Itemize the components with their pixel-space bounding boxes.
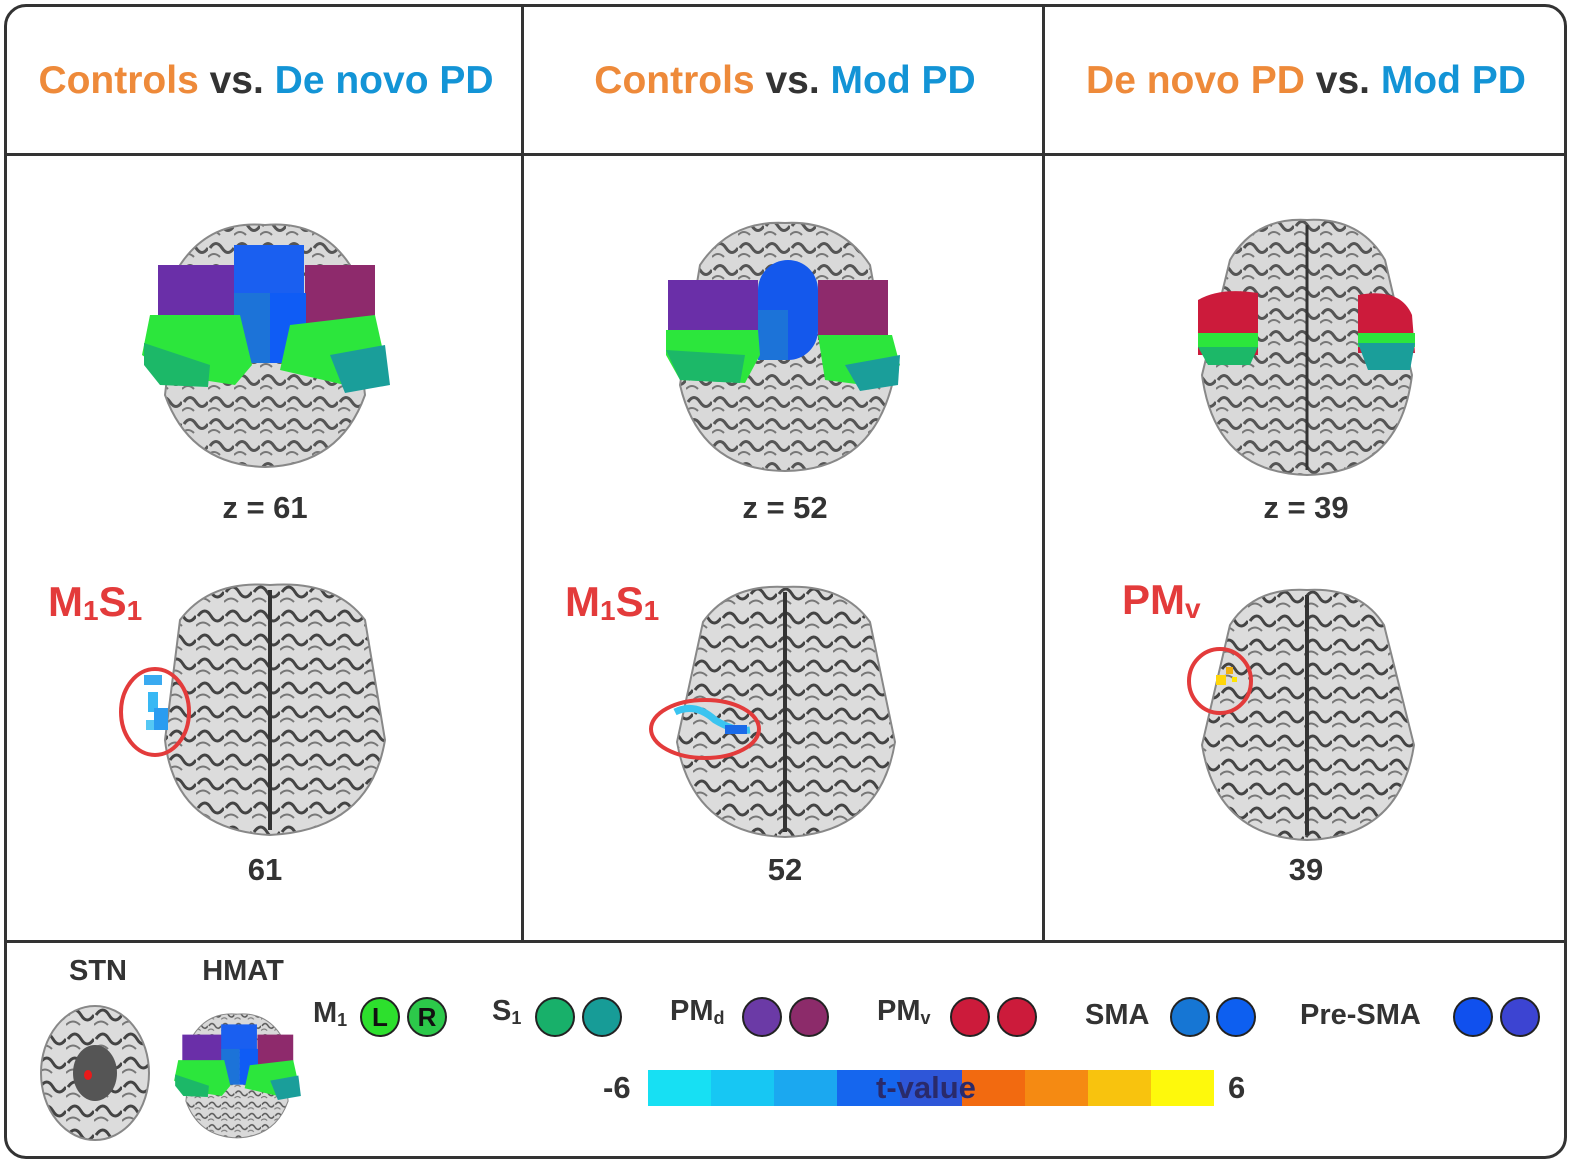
- legend-swatch-s1-right: [582, 997, 622, 1037]
- legend-swatch-presma-left: [1453, 997, 1493, 1037]
- slice-label-top-2: z = 52: [742, 490, 828, 525]
- figure-frame: [4, 4, 1567, 1159]
- legend-label-m1: M1: [313, 997, 348, 1030]
- panel-title-2: Controls vs. Mod PD: [594, 59, 976, 102]
- legend-divider: [6, 940, 1565, 943]
- colorbar-segment: [1025, 1070, 1089, 1106]
- column-divider-1: [521, 6, 524, 942]
- region-label-1: M1S1: [48, 578, 143, 626]
- brain-result-slice-3: [1200, 588, 1416, 842]
- highlight-circle-1: [119, 667, 191, 757]
- colorbar-min-label: -6: [603, 1070, 631, 1105]
- legend-label-s1: S1: [492, 995, 522, 1028]
- colorbar-segment: [899, 1070, 963, 1106]
- stn-brain-thumbnail: [40, 1005, 150, 1141]
- brain-atlas-slice-3: [1198, 218, 1415, 477]
- slice-label-bottom-3: 39: [1288, 852, 1324, 887]
- stn-label: STN: [69, 955, 127, 987]
- region-label-2: M1S1: [565, 578, 660, 626]
- legend-swatch-m1-right: R: [407, 997, 447, 1037]
- header-divider: [6, 153, 1565, 156]
- colorbar-segment: [962, 1070, 1026, 1106]
- slice-label-top-1: z = 61: [222, 490, 308, 525]
- highlight-circle-3: [1187, 647, 1253, 715]
- region-label-3: PMv: [1122, 576, 1201, 624]
- panel-title-3: De novo PD vs. Mod PD: [1086, 59, 1526, 102]
- colorbar-segment: [648, 1070, 712, 1106]
- legend-swatch-sma-right: [1216, 997, 1256, 1037]
- legend-swatch-pmd-left: [742, 997, 782, 1037]
- legend-swatch-pmd-right: [789, 997, 829, 1037]
- colorbar-title: t-value: [876, 1070, 976, 1105]
- legend-swatch-m1-left: L: [360, 997, 400, 1037]
- colorbar-segment: [1088, 1070, 1152, 1106]
- legend-label-pmv: PMv: [877, 995, 931, 1028]
- highlight-circle-2: [649, 698, 761, 760]
- colorbar-segment: [710, 1070, 775, 1106]
- hmat-brain-thumbnail: [174, 1013, 301, 1139]
- colorbar-max-label: 6: [1228, 1070, 1246, 1105]
- legend-swatch-s1-left: [535, 997, 575, 1037]
- legend-label-presma: Pre-SMA: [1300, 999, 1421, 1031]
- slice-label-top-3: z = 39: [1263, 490, 1349, 525]
- colorbar-segment: [1151, 1070, 1215, 1106]
- column-divider-2: [1042, 6, 1045, 942]
- slice-label-bottom-1: 61: [247, 852, 283, 887]
- legend-label-pmd: PMd: [670, 995, 725, 1028]
- legend-swatch-pmv-right: [997, 997, 1037, 1037]
- brain-atlas-slice-1: [142, 223, 390, 469]
- legend-swatch-presma-right: [1500, 997, 1540, 1037]
- legend-swatch-sma-left: [1170, 997, 1210, 1037]
- colorbar-segment: [773, 1070, 838, 1106]
- panel-title-1: Controls vs. De novo PD: [38, 59, 494, 102]
- hmat-label: HMAT: [202, 955, 284, 987]
- brain-result-slice-2: [673, 585, 897, 839]
- legend-label-sma: SMA: [1085, 999, 1150, 1031]
- slice-label-bottom-2: 52: [767, 852, 803, 887]
- brain-result-slice-1: [144, 583, 387, 837]
- legend-swatch-pmv-left: [950, 997, 990, 1037]
- colorbar-segment: [836, 1070, 901, 1106]
- brain-atlas-slice-2: [666, 221, 900, 473]
